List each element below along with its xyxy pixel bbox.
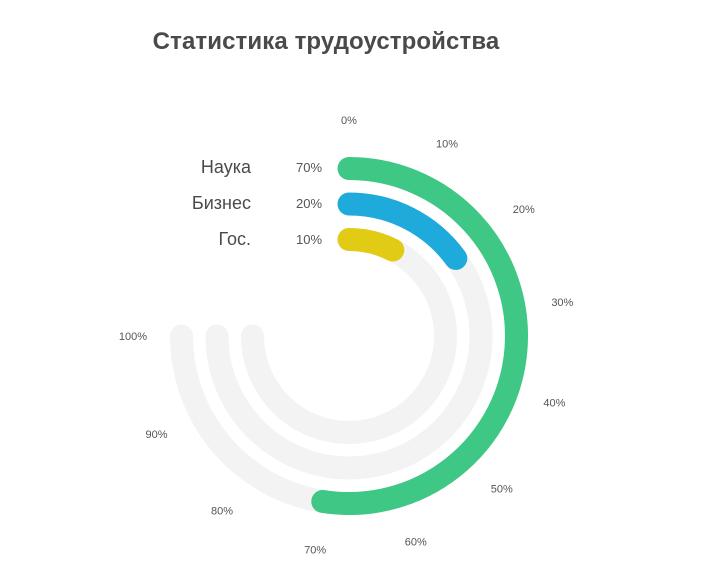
bar-2[interactable] <box>337 228 405 262</box>
bar-0[interactable] <box>311 157 528 515</box>
tick-label: 90% <box>146 429 168 441</box>
bar-1[interactable] <box>337 192 468 270</box>
legend-value-nauka: 70% <box>296 160 323 175</box>
legend-name-biznes: Бизнес <box>191 193 251 213</box>
tick-label: 10% <box>436 139 458 151</box>
legend-name-nauka: Наука <box>200 157 251 177</box>
bar-group <box>311 157 528 515</box>
tick-label: 30% <box>551 297 573 309</box>
tick-label: 100% <box>119 331 147 343</box>
chart-title: Статистика трудоустройства <box>152 28 500 55</box>
tick-label: 20% <box>513 204 535 216</box>
tick-label: 50% <box>491 484 513 496</box>
legend-value-gos: 10% <box>296 232 323 247</box>
track-2 <box>241 228 457 444</box>
legend-value-biznes: 20% <box>296 196 323 211</box>
legend-name-gos: Гос. <box>218 229 251 249</box>
tick-label: 40% <box>543 398 565 410</box>
tick-label: 60% <box>405 536 427 548</box>
tick-label: 0% <box>341 115 357 127</box>
tick-label: 70% <box>304 544 326 556</box>
tick-label: 80% <box>211 506 233 518</box>
tick-label-group: 0% 10% 20% 30% 40% 50% 60% 70% 80% 90% 100% <box>119 115 574 556</box>
